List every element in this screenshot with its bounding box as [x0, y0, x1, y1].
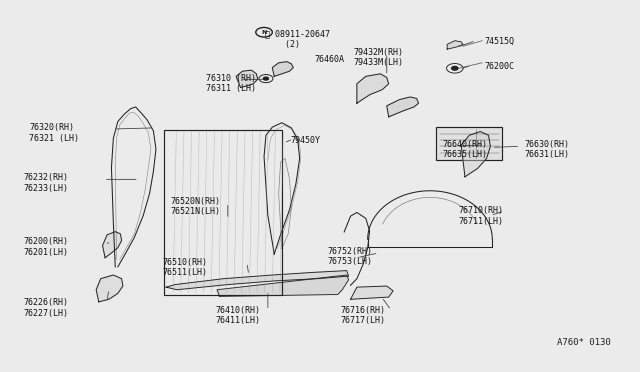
Text: 76510(RH)
76511(LH): 76510(RH) 76511(LH)	[163, 258, 207, 277]
Circle shape	[264, 77, 269, 80]
Text: Ⓝ 08911-20647
    (2): Ⓝ 08911-20647 (2)	[265, 30, 330, 49]
Text: 76640(RH)
76635(LH): 76640(RH) 76635(LH)	[442, 140, 487, 160]
Text: 76752(RH)
76753(LH): 76752(RH) 76753(LH)	[328, 247, 372, 266]
Text: 76716(RH)
76717(LH): 76716(RH) 76717(LH)	[340, 305, 385, 325]
Text: 74515Q: 74515Q	[484, 37, 514, 46]
Text: 76520N(RH)
76521N(LH): 76520N(RH) 76521N(LH)	[171, 197, 221, 217]
Polygon shape	[447, 41, 463, 49]
Polygon shape	[387, 97, 419, 117]
Polygon shape	[461, 132, 490, 177]
Text: A760* 0130: A760* 0130	[557, 338, 611, 347]
Text: 76410(RH)
76411(LH): 76410(RH) 76411(LH)	[215, 305, 260, 325]
Text: 76710(RH)
76711(LH): 76710(RH) 76711(LH)	[459, 206, 504, 226]
Bar	[164, 130, 282, 295]
Polygon shape	[102, 232, 122, 258]
Polygon shape	[166, 270, 349, 290]
Text: 76320(RH)
76321 (LH): 76320(RH) 76321 (LH)	[29, 124, 79, 143]
Text: 76232(RH)
76233(LH): 76232(RH) 76233(LH)	[23, 173, 68, 193]
Polygon shape	[272, 62, 293, 76]
Text: 79450Y: 79450Y	[290, 137, 320, 145]
Text: 76226(RH)
76227(LH): 76226(RH) 76227(LH)	[23, 298, 68, 318]
Text: N: N	[261, 30, 267, 35]
Text: 76200(RH)
76201(LH): 76200(RH) 76201(LH)	[23, 237, 68, 257]
Bar	[436, 127, 502, 160]
Circle shape	[452, 67, 458, 70]
Polygon shape	[96, 275, 123, 302]
Text: 76310 (RH)
76311 (LH): 76310 (RH) 76311 (LH)	[205, 74, 255, 93]
Text: 76630(RH)
76631(LH): 76630(RH) 76631(LH)	[525, 140, 570, 160]
Polygon shape	[351, 286, 393, 299]
Polygon shape	[236, 70, 258, 87]
Polygon shape	[217, 275, 349, 296]
Polygon shape	[357, 74, 388, 103]
Text: 76200C: 76200C	[484, 62, 514, 71]
Text: 79432M(RH)
79433M(LH): 79432M(RH) 79433M(LH)	[353, 48, 403, 67]
Text: 76460A: 76460A	[315, 55, 345, 64]
